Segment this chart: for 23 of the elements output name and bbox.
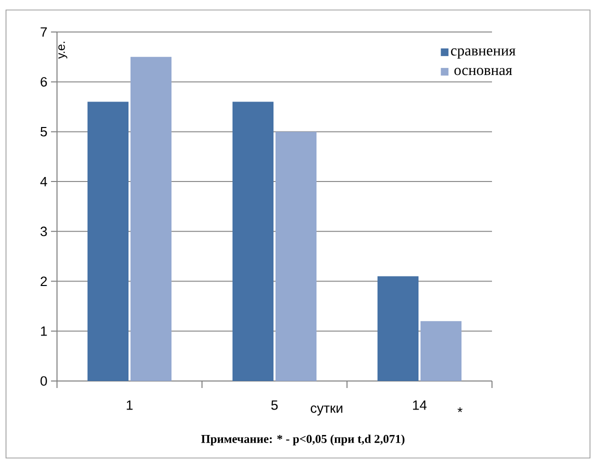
x-tick-label: 5 — [271, 400, 278, 410]
y-tick-label: 5 — [40, 127, 47, 136]
bar — [88, 102, 129, 381]
y-tick-label: 3 — [40, 226, 47, 236]
bar — [378, 276, 419, 381]
y-tick-label: 7 — [40, 27, 47, 37]
y-axis-title: у.е. — [58, 42, 68, 59]
bar — [420, 321, 462, 381]
y-tick-label: 6 — [40, 77, 47, 87]
legend-label: сравнения — [451, 48, 516, 59]
bar — [276, 132, 317, 381]
bar — [232, 102, 274, 381]
y-tick-label: 2 — [40, 276, 47, 286]
text: Примечание: * - p<0,05 (при t,d 2,071) — [201, 434, 404, 446]
bar — [130, 56, 172, 381]
text: * — [458, 407, 462, 412]
x-tick-label: 14 — [413, 400, 427, 410]
y-tick-label: 4 — [40, 176, 48, 186]
y-tick-label: 1 — [41, 326, 47, 336]
x-axis-title: сутки — [310, 406, 342, 416]
x-tick-label: 1 — [126, 400, 133, 410]
legend-label: основная — [454, 68, 512, 76]
y-tick-label: 0 — [40, 376, 47, 386]
